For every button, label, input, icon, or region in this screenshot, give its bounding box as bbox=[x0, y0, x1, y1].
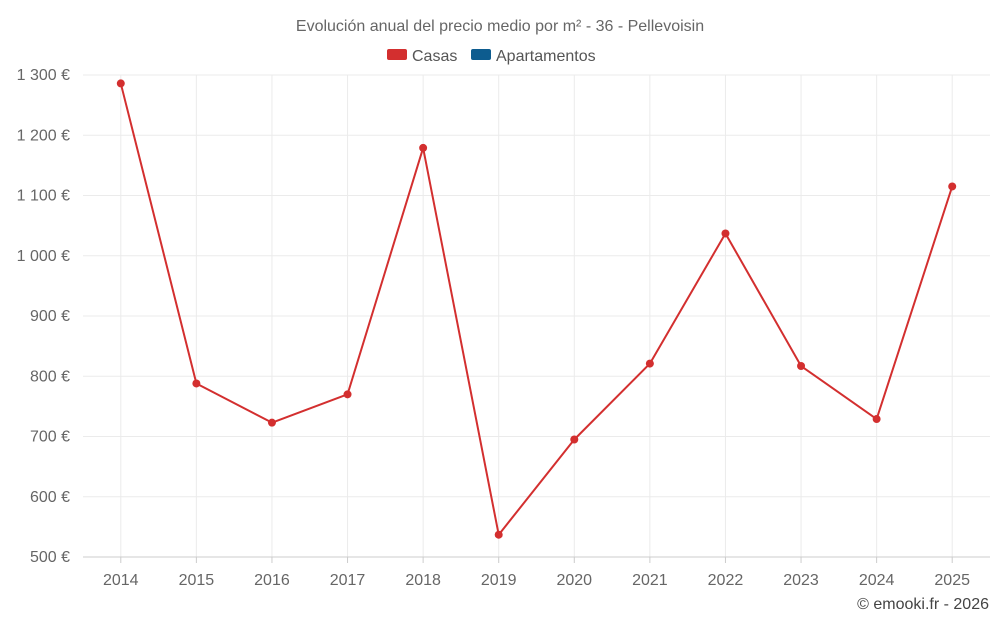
legend-label-apartamentos: Apartamentos bbox=[496, 48, 596, 65]
x-tick-label: 2016 bbox=[254, 572, 290, 589]
x-tick-label: 2025 bbox=[934, 572, 970, 589]
data-point-2017[interactable] bbox=[343, 390, 352, 399]
data-point-2022[interactable] bbox=[721, 229, 730, 238]
y-tick-label: 1 300 € bbox=[17, 67, 70, 84]
y-tick-label: 800 € bbox=[30, 368, 70, 385]
legend: Casas Apartamentos bbox=[387, 48, 596, 65]
data-point-2015[interactable] bbox=[192, 379, 201, 388]
x-tick-label: 2024 bbox=[859, 572, 895, 589]
credit-text: © emooki.fr - 2026 bbox=[857, 596, 989, 613]
grid bbox=[83, 74, 990, 558]
data-point-2018[interactable] bbox=[419, 143, 428, 152]
x-tick-label: 2022 bbox=[708, 572, 744, 589]
series-line bbox=[119, 83, 954, 536]
x-tick-label: 2021 bbox=[632, 572, 668, 589]
x-tick-label: 2015 bbox=[179, 572, 215, 589]
y-tick-label: 700 € bbox=[30, 429, 70, 446]
x-tick-label: 2014 bbox=[103, 572, 139, 589]
y-tick-label: 900 € bbox=[30, 308, 70, 325]
x-tick-label: 2019 bbox=[481, 572, 517, 589]
axes: 1 300 € 1 200 € 1 100 € 1 000 € 900 € 800 € 70… bbox=[17, 67, 990, 589]
legend-item-casas[interactable]: Casas bbox=[387, 48, 457, 65]
data-point-2024[interactable] bbox=[872, 415, 881, 424]
data-point-2016[interactable] bbox=[267, 418, 276, 427]
data-point-2023[interactable] bbox=[797, 362, 806, 371]
y-tick-label: 1 000 € bbox=[17, 248, 70, 265]
legend-item-apartamentos[interactable]: Apartamentos bbox=[471, 48, 596, 65]
x-tick-label: 2020 bbox=[556, 572, 592, 589]
legend-swatch-apartamentos bbox=[471, 49, 491, 60]
y-tick-label: 1 200 € bbox=[17, 127, 70, 144]
x-tick-label: 2018 bbox=[405, 572, 441, 589]
y-tick-label: 600 € bbox=[30, 489, 70, 506]
data-point-2020[interactable] bbox=[570, 435, 579, 444]
legend-swatch-casas bbox=[387, 49, 407, 60]
legend-label-casas: Casas bbox=[412, 48, 457, 65]
y-tick-label: 500 € bbox=[30, 549, 70, 566]
data-point-2025[interactable] bbox=[948, 182, 957, 191]
y-tick-label: 1 100 € bbox=[17, 188, 70, 205]
chart-title: Evolución anual del precio medio por m² … bbox=[296, 18, 704, 35]
series-casas bbox=[116, 79, 957, 539]
x-tick-label: 2023 bbox=[783, 572, 819, 589]
x-tick-label: 2017 bbox=[330, 572, 366, 589]
data-point-2014[interactable] bbox=[116, 79, 125, 88]
data-point-2019[interactable] bbox=[494, 530, 503, 539]
data-point-2021[interactable] bbox=[645, 359, 654, 368]
